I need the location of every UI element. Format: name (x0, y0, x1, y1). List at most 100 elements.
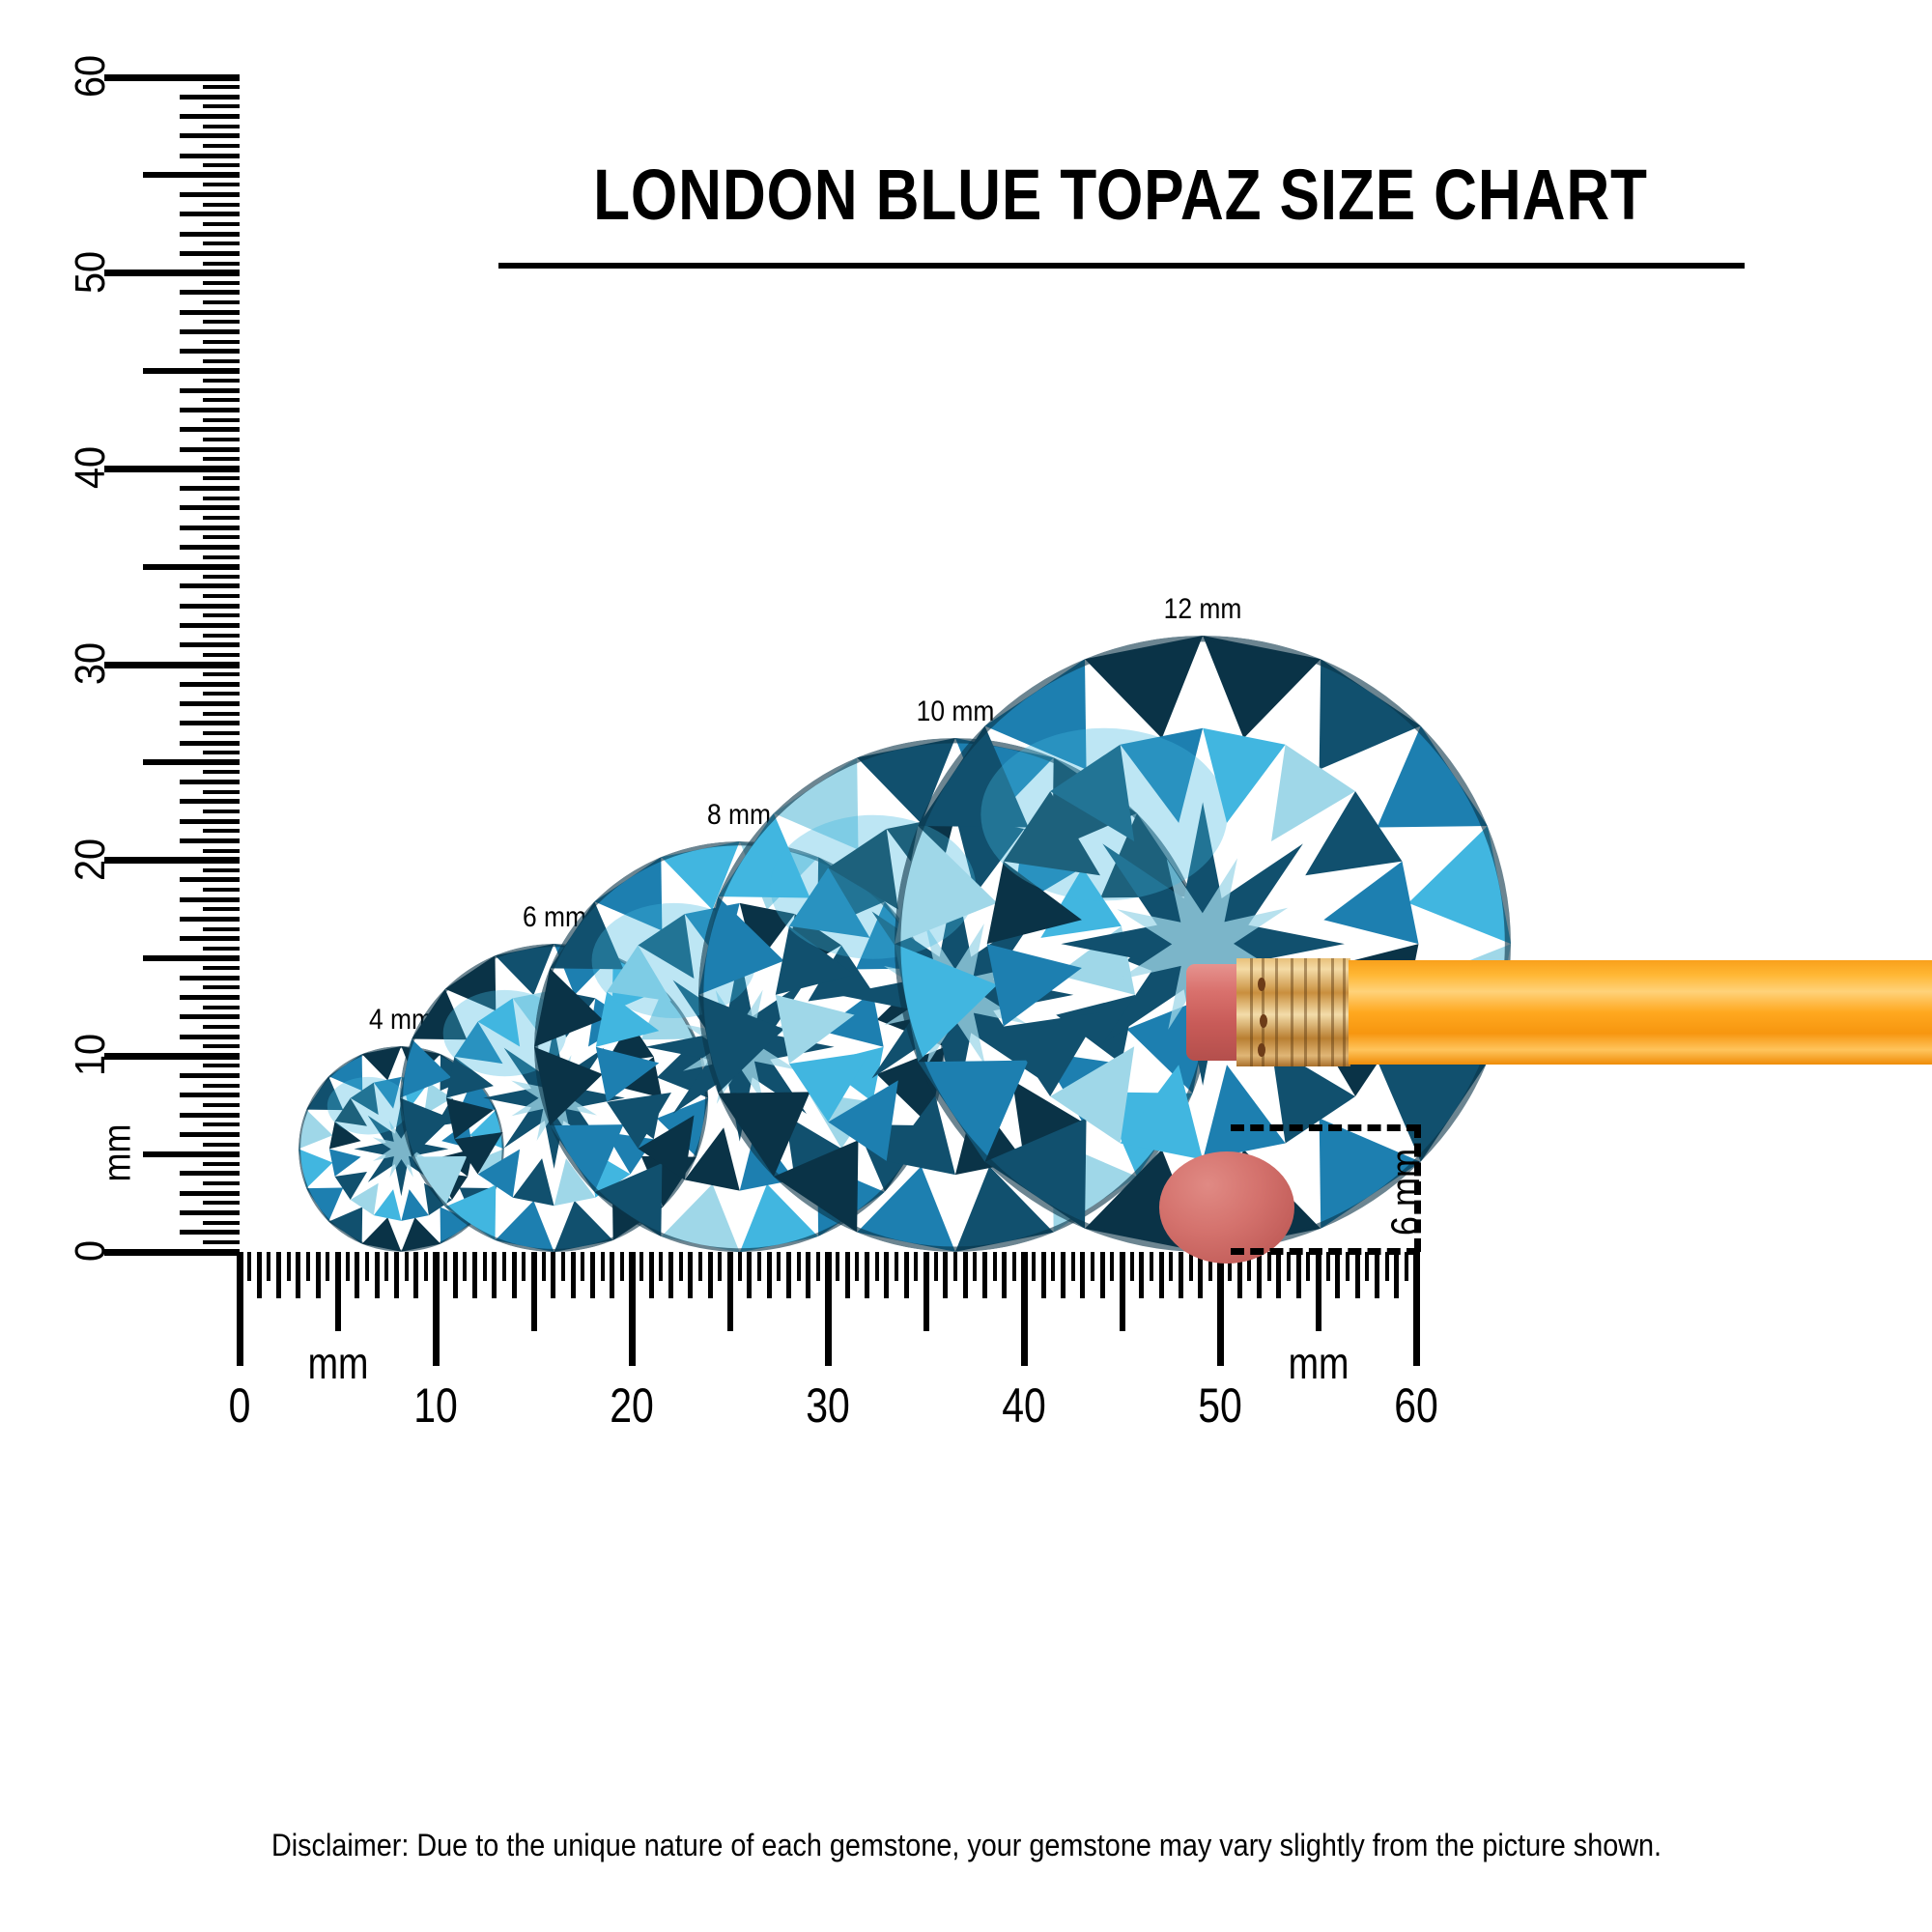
hruler-tick-half (933, 1252, 938, 1281)
vruler-label-50: 50 (67, 250, 114, 294)
hruler-tick-half (1011, 1252, 1016, 1281)
vruler-tick-half (203, 810, 240, 813)
vruler-tick-one (180, 896, 240, 902)
hruler-label-50: 50 (1198, 1378, 1242, 1433)
eraser-dim-top-line (1231, 1124, 1420, 1131)
hruler-tick-one (648, 1252, 654, 1298)
vruler-tick-half (203, 516, 240, 520)
vruler-tick-half (203, 242, 240, 246)
vruler-tick-one (180, 427, 240, 433)
hruler-tick-half (306, 1252, 311, 1281)
hruler-tick-half (1032, 1252, 1037, 1281)
vruler-tick-one (180, 486, 240, 492)
vruler-tick-half (203, 966, 240, 971)
hruler-tick-half (1149, 1252, 1153, 1281)
hruler-tick-one (315, 1252, 321, 1298)
vruler-tick-one (180, 877, 240, 883)
vruler-tick-one (180, 1171, 240, 1177)
hruler-label-0: 0 (228, 1378, 251, 1433)
eraser-reference-disc (1159, 1151, 1294, 1264)
hruler-label-30: 30 (806, 1378, 850, 1433)
hruler-tick-one (865, 1252, 870, 1298)
vruler-tick-half (203, 946, 240, 951)
hruler-tick-one (1257, 1252, 1263, 1298)
vruler-tick-one (180, 1112, 240, 1118)
hruler-tick-one (943, 1252, 949, 1298)
vruler-tick-half (203, 320, 240, 325)
hruler-tick-half (326, 1252, 330, 1281)
horizontal-ruler: 0 10 20 30 40 50 60 mm mm (0, 1252, 1932, 1542)
hruler-tick-one (1040, 1252, 1046, 1298)
hruler-tick-half (581, 1252, 585, 1281)
hruler-tick-major-0 (236, 1252, 243, 1366)
vruler-tick-major-30 (104, 661, 240, 668)
hruler-tick-one (884, 1252, 890, 1298)
vruler-tick-one (180, 818, 240, 824)
hruler-label-20: 20 (610, 1378, 654, 1433)
hruler-tick-half (1070, 1252, 1075, 1281)
vruler-tick-one (180, 309, 240, 315)
hruler-tick-one (1236, 1252, 1242, 1298)
hruler-tick-one (355, 1252, 360, 1298)
hruler-tick-half (737, 1252, 742, 1281)
vruler-tick-one (180, 1034, 240, 1039)
vruler-tick-major-40 (104, 465, 240, 472)
pencil-ferrule (1236, 958, 1350, 1066)
vruler-tick-half (203, 124, 240, 128)
vruler-tick-major-20 (104, 857, 240, 865)
hruler-tick-half (443, 1252, 448, 1281)
hruler-tick-major-30 (824, 1252, 832, 1366)
hruler-tick-one (1158, 1252, 1164, 1298)
vruler-tick-half (203, 1103, 240, 1107)
vruler-tick-mid (143, 1151, 240, 1157)
hruler-tick-half (756, 1252, 761, 1281)
vruler-tick-half (203, 1064, 240, 1068)
pencil-eraser (1186, 964, 1242, 1061)
hruler-tick-one (1178, 1252, 1183, 1298)
vruler-tick-half (203, 476, 240, 481)
vruler-tick-one (180, 349, 240, 355)
vruler-tick-one (180, 1093, 240, 1098)
vruler-tick-one (180, 544, 240, 550)
vruler-tick-half (203, 398, 240, 403)
vruler-tick-one (180, 799, 240, 805)
vruler-tick-half (203, 789, 240, 794)
vruler-tick-half (203, 261, 240, 266)
hruler-tick-half (952, 1252, 957, 1281)
vruler-label-40: 40 (67, 446, 114, 490)
vruler-tick-half (203, 594, 240, 599)
hruler-tick-half (1169, 1252, 1174, 1281)
vruler-tick-half (203, 183, 240, 187)
hruler-tick-half (1287, 1252, 1292, 1281)
hruler-tick-one (1139, 1252, 1145, 1298)
hruler-tick-major-10 (432, 1252, 440, 1366)
hruler-label-10: 10 (413, 1378, 458, 1433)
vruler-tick-half (203, 1083, 240, 1088)
vruler-tick-half (203, 751, 240, 755)
hruler-tick-half (973, 1252, 978, 1281)
hruler-tick-one (511, 1252, 517, 1298)
vruler-tick-one (180, 505, 240, 511)
hruler-tick-one (1335, 1252, 1341, 1298)
vruler-tick-major-0 (104, 1248, 240, 1256)
hruler-tick-one (452, 1252, 458, 1298)
vruler-tick-major-60 (104, 73, 240, 81)
hruler-tick-half (855, 1252, 860, 1281)
vruler-tick-half (203, 417, 240, 422)
hruler-unit-label-5: mm (307, 1338, 368, 1388)
hruler-tick-half (874, 1252, 879, 1281)
hruler-tick-half (678, 1252, 683, 1281)
vruler-label-10: 10 (67, 1034, 114, 1077)
hruler-tick-half (815, 1252, 820, 1281)
hruler-tick-one (570, 1252, 576, 1298)
hruler-tick-half (1247, 1252, 1252, 1281)
vruler-tick-one (180, 995, 240, 1001)
hruler-tick-half (1325, 1252, 1330, 1281)
vruler-tick-one (180, 212, 240, 217)
hruler-tick-half (992, 1252, 997, 1281)
vruler-tick-half (203, 496, 240, 500)
vruler-tick-one (180, 1209, 240, 1215)
vruler-tick-mid (143, 563, 240, 570)
vruler-tick-half (203, 574, 240, 579)
